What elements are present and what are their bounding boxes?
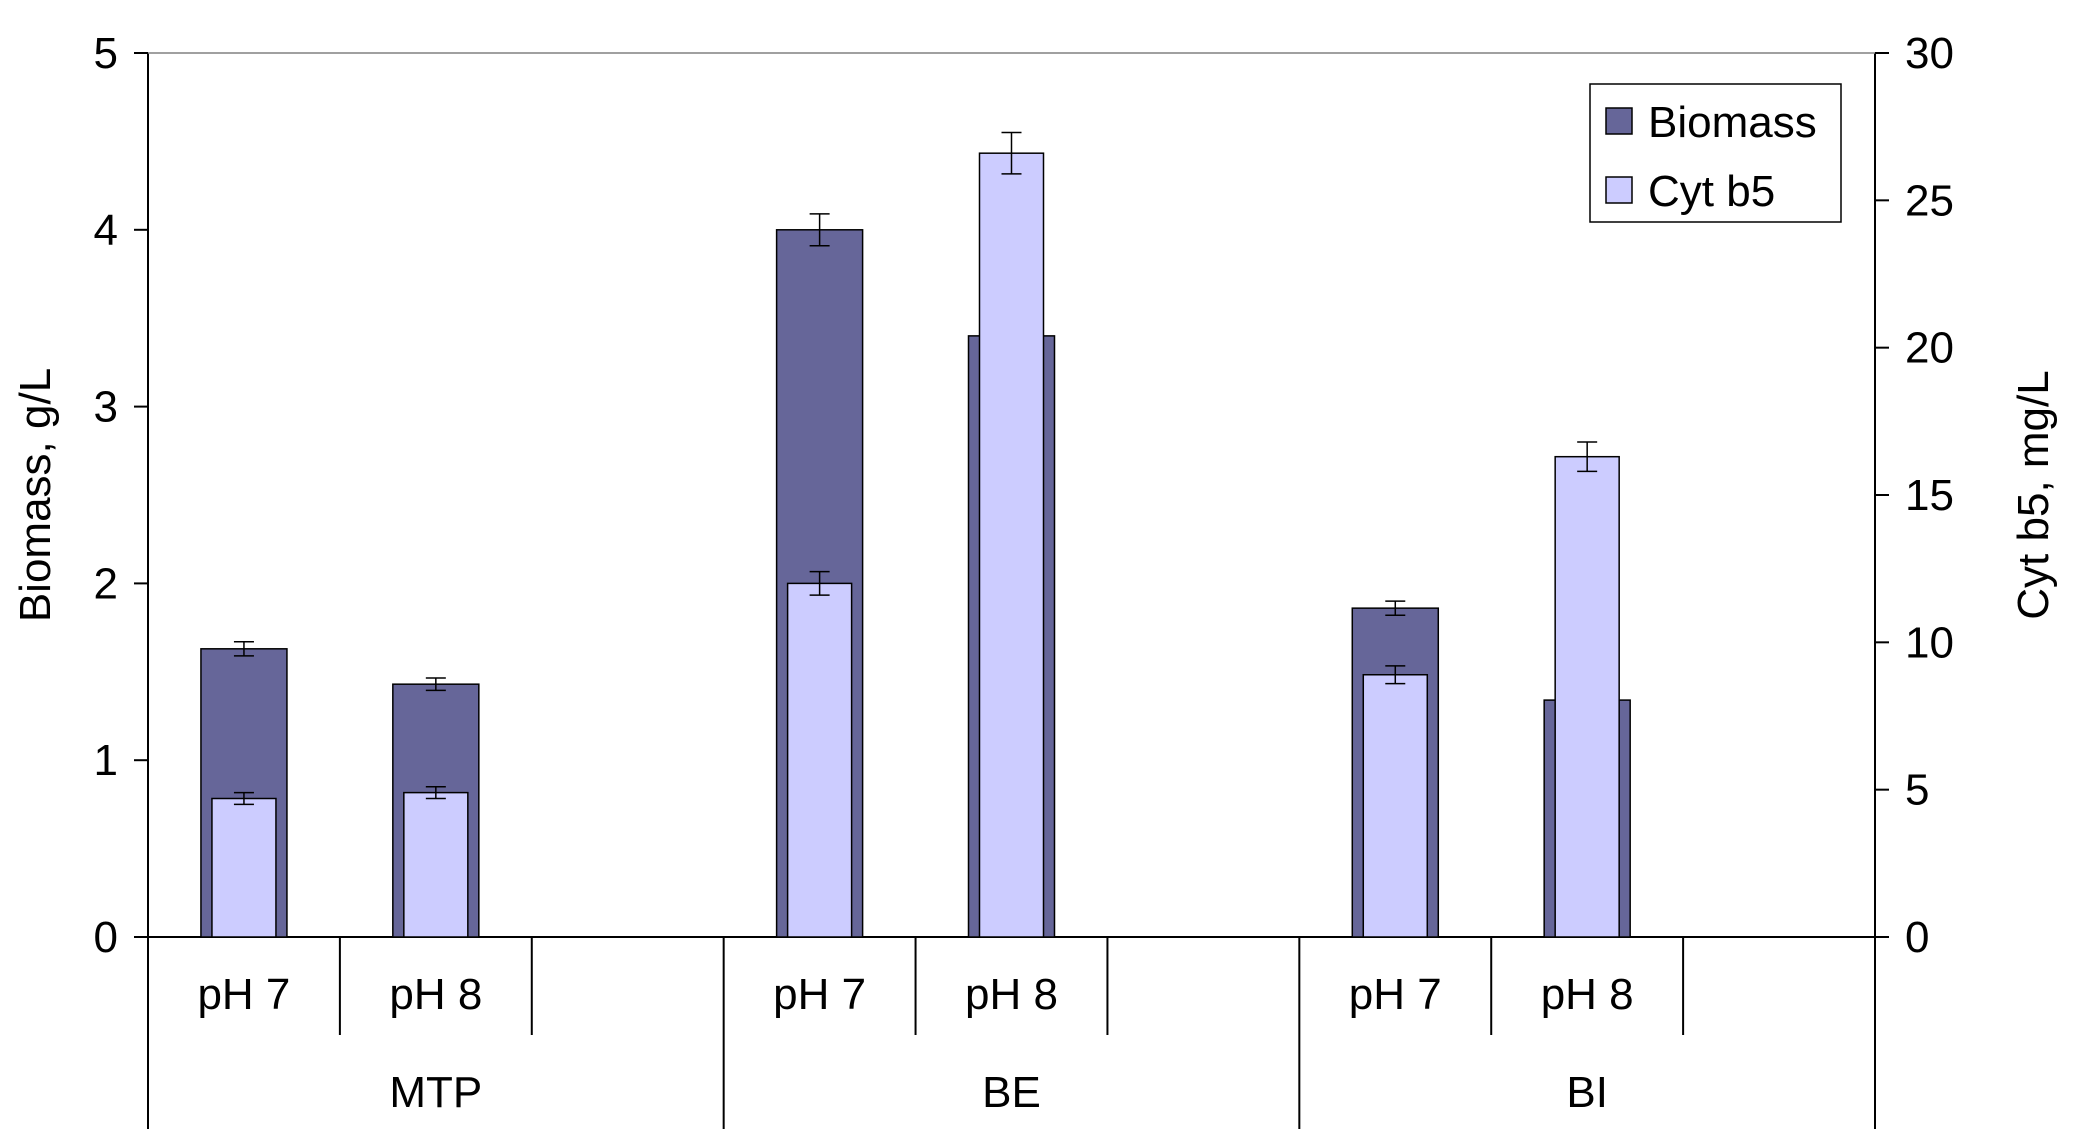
group-label: MTP <box>389 1068 482 1117</box>
right-tick-label: 15 <box>1905 471 1954 520</box>
category-label: pH 7 <box>197 970 290 1019</box>
category-label: pH 7 <box>1349 970 1442 1019</box>
legend-swatch <box>1605 107 1633 135</box>
category-label: pH 8 <box>965 970 1058 1019</box>
cyt-b5-bar <box>786 582 853 938</box>
chart-bars <box>200 131 1631 938</box>
chart-labels: 0 1 2 3 4 5 0 5 10 15 20 25 30 Biomass, g/L Cyt b5, mg… <box>11 29 2058 1117</box>
cyt-b5-bar <box>211 797 277 938</box>
group-label: BI <box>1566 1068 1608 1117</box>
left-tick-label: 1 <box>94 736 118 785</box>
right-tick-label: 30 <box>1905 29 1954 78</box>
chart-legend: Biomass Cyt b5 <box>1589 83 1842 223</box>
left-tick-label: 2 <box>94 559 118 608</box>
category-label: pH 8 <box>1541 970 1634 1019</box>
legend-swatch <box>1605 176 1633 204</box>
right-tick-label: 25 <box>1905 176 1954 225</box>
cyt-b5-bar <box>978 152 1045 938</box>
left-tick-label: 5 <box>94 29 118 78</box>
cyt-b5-bar <box>1362 673 1429 938</box>
legend-label: Biomass <box>1648 98 1817 147</box>
group-label: BE <box>982 1068 1041 1117</box>
left-tick-label: 4 <box>94 206 118 255</box>
right-tick-label: 5 <box>1905 766 1929 815</box>
right-tick-label: 10 <box>1905 618 1954 667</box>
category-label: pH 8 <box>389 970 482 1019</box>
cyt-b5-bar <box>403 791 469 938</box>
right-tick-label: 20 <box>1905 324 1954 373</box>
left-tick-label: 3 <box>94 383 118 432</box>
category-label: pH 7 <box>773 970 866 1019</box>
left-tick-label: 0 <box>94 913 118 962</box>
y-right-axis-title: Cyt b5, mg/L <box>2009 370 2058 619</box>
legend-label: Cyt b5 <box>1648 167 1775 216</box>
y-left-axis-title: Biomass, g/L <box>11 368 60 622</box>
right-tick-label: 0 <box>1905 913 1929 962</box>
cyt-b5-bar <box>1554 455 1620 938</box>
